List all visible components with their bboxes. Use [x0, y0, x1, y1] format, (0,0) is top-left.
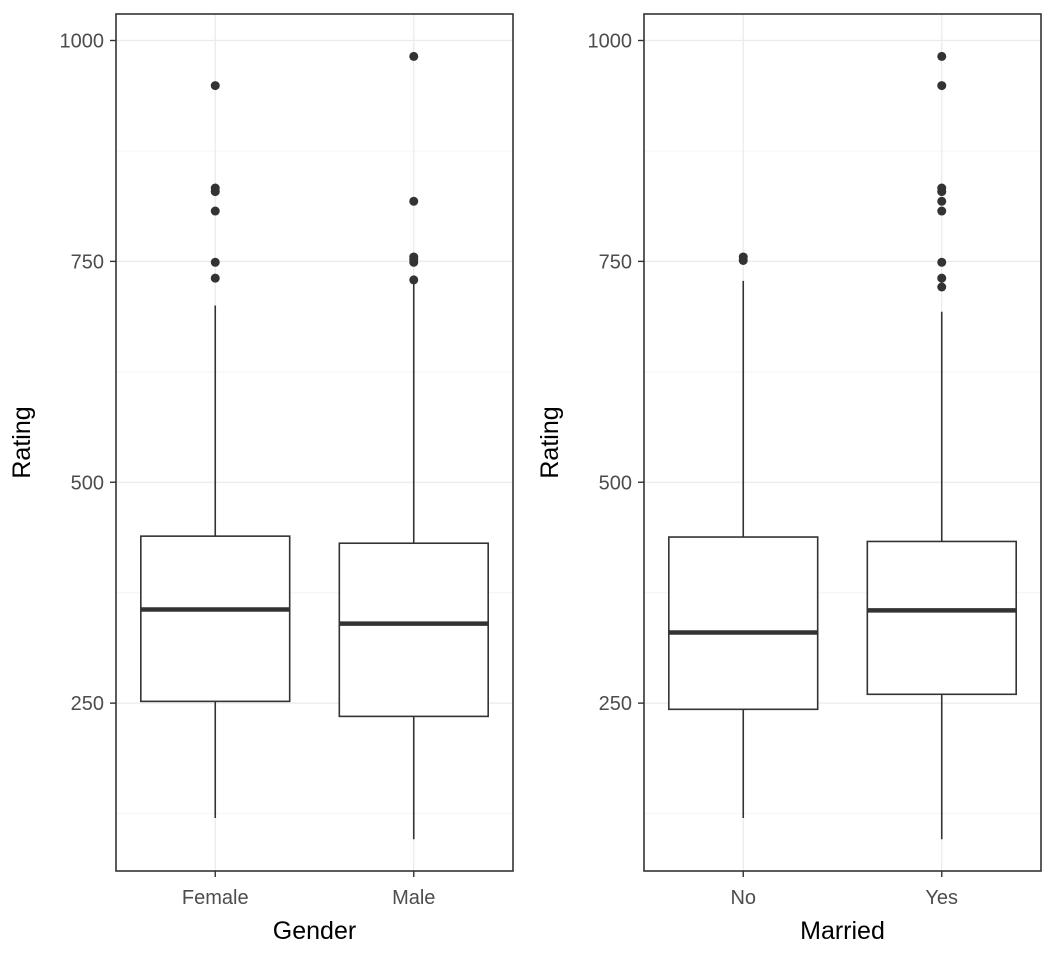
- outlier-point: [210, 257, 220, 267]
- box-yes: [866, 51, 1017, 840]
- x-tick-label: Male: [392, 887, 435, 909]
- outlier-point: [409, 252, 419, 262]
- outlier-point: [210, 183, 220, 193]
- y-tick-label: 750: [71, 251, 104, 273]
- box-male: [338, 51, 489, 840]
- outlier-point: [937, 273, 947, 283]
- outlier-point: [937, 51, 947, 61]
- x-axis-title: Married: [800, 917, 885, 945]
- x-tick-label: Yes: [925, 887, 958, 909]
- y-tick-label: 500: [599, 472, 632, 494]
- panel-border: [115, 13, 514, 872]
- y-axis-title: Rating: [8, 406, 36, 478]
- outlier-point: [738, 252, 748, 262]
- outlier-point: [210, 273, 220, 283]
- panel-1: 250 500 750 1000 No Yes Married Rating: [536, 13, 1042, 945]
- iqr-box: [140, 535, 291, 703]
- outlier-point: [210, 206, 220, 216]
- y-tick-label: 250: [599, 693, 632, 715]
- outlier-point: [937, 183, 947, 193]
- outlier-point: [409, 196, 419, 206]
- outlier-point: [409, 51, 419, 61]
- box-female: [140, 81, 291, 818]
- outlier-point: [937, 257, 947, 267]
- y-tick-label: 1000: [60, 31, 105, 53]
- iqr-box: [338, 542, 489, 718]
- panel-border: [643, 13, 1042, 872]
- panels-group: 250 500 750 1000 Female Male Gender Rating 250 50…: [8, 13, 1042, 945]
- outlier-point: [210, 81, 220, 91]
- outlier-point: [937, 282, 947, 292]
- x-tick-label: Female: [182, 887, 249, 909]
- outlier-point: [937, 206, 947, 216]
- x-axis-title: Gender: [273, 917, 356, 945]
- outlier-point: [937, 196, 947, 206]
- y-tick-label: 750: [599, 251, 632, 273]
- outlier-point: [937, 81, 947, 91]
- box-no: [668, 252, 819, 818]
- y-tick-label: 1000: [588, 31, 633, 53]
- iqr-box: [668, 536, 819, 711]
- y-axis-title: Rating: [536, 406, 564, 478]
- x-tick-label: No: [730, 887, 756, 909]
- iqr-box: [866, 540, 1017, 696]
- y-tick-label: 500: [71, 472, 104, 494]
- outlier-point: [409, 275, 419, 285]
- y-tick-label: 250: [71, 693, 104, 715]
- panel-0: 250 500 750 1000 Female Male Gender Rating: [8, 13, 514, 945]
